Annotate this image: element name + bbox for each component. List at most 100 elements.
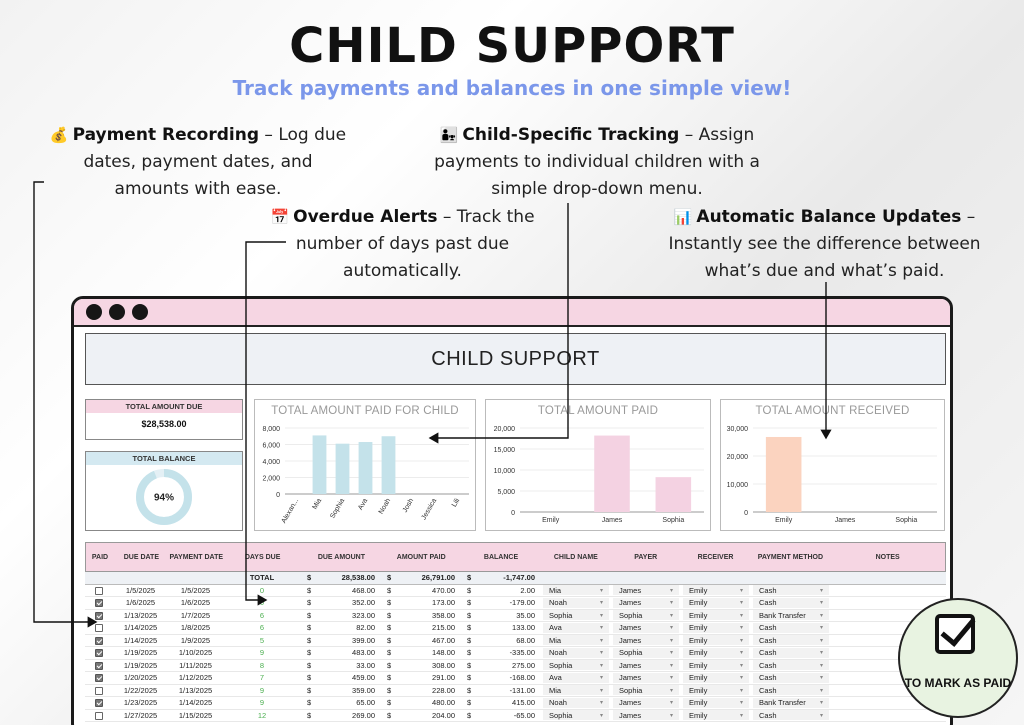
- child-name-dropdown[interactable]: Noah: [543, 697, 609, 708]
- payer-dropdown[interactable]: James: [613, 697, 679, 708]
- receiver-dropdown[interactable]: Emily: [683, 610, 749, 621]
- amount-paid-cell[interactable]: $308.00: [387, 660, 455, 670]
- payer-dropdown[interactable]: James: [613, 585, 679, 596]
- payment-date-cell[interactable]: 1/7/2025: [180, 610, 211, 620]
- paid-checkbox[interactable]: [95, 636, 103, 645]
- payer-dropdown[interactable]: Sophia: [613, 685, 679, 696]
- paid-checkbox[interactable]: [95, 711, 103, 720]
- payer-dropdown[interactable]: Sophia: [613, 610, 679, 621]
- window-dot-icon[interactable]: [132, 304, 148, 320]
- amount-paid-cell[interactable]: $215.00: [387, 623, 455, 633]
- child-name-dropdown[interactable]: Noah: [543, 597, 609, 608]
- due-date-cell[interactable]: 1/22/2025: [123, 685, 158, 695]
- paid-checkbox[interactable]: [95, 661, 103, 670]
- amount-paid-cell[interactable]: $470.00: [387, 585, 455, 595]
- receiver-dropdown[interactable]: Emily: [683, 660, 749, 671]
- child-name-dropdown[interactable]: Sophia: [543, 610, 609, 621]
- child-name-dropdown[interactable]: Sophia: [543, 710, 609, 721]
- col-header-payment-method[interactable]: PAYMENT METHOD: [757, 553, 824, 561]
- payment-method-dropdown[interactable]: Bank Transfer: [753, 610, 829, 621]
- amount-paid-cell[interactable]: $173.00: [387, 598, 455, 608]
- amount-paid-cell[interactable]: $204.00: [387, 710, 455, 720]
- payment-method-dropdown[interactable]: Cash: [753, 660, 829, 671]
- receiver-dropdown[interactable]: Emily: [683, 697, 749, 708]
- due-date-cell[interactable]: 1/27/2025: [123, 710, 158, 720]
- payer-dropdown[interactable]: James: [613, 597, 679, 608]
- payment-method-dropdown[interactable]: Cash: [753, 710, 829, 721]
- due-amount-cell[interactable]: $323.00: [307, 610, 375, 620]
- col-header-amount-paid[interactable]: AMOUNT PAID: [396, 553, 446, 561]
- receiver-dropdown[interactable]: Emily: [683, 635, 749, 646]
- amount-paid-cell[interactable]: $291.00: [387, 673, 455, 683]
- payment-date-cell[interactable]: 1/12/2025: [178, 673, 213, 683]
- due-date-cell[interactable]: 1/23/2025: [123, 698, 158, 708]
- amount-paid-cell[interactable]: $467.00: [387, 635, 455, 645]
- due-date-cell[interactable]: 1/19/2025: [123, 648, 158, 658]
- payment-method-dropdown[interactable]: Cash: [753, 647, 829, 658]
- payment-date-cell[interactable]: 1/14/2025: [178, 698, 213, 708]
- payer-dropdown[interactable]: James: [613, 635, 679, 646]
- paid-checkbox[interactable]: [95, 586, 103, 595]
- payer-dropdown[interactable]: James: [613, 672, 679, 683]
- col-header-payer[interactable]: PAYER: [634, 553, 658, 561]
- payer-dropdown[interactable]: Sophia: [613, 647, 679, 658]
- paid-checkbox[interactable]: [95, 611, 103, 620]
- child-name-dropdown[interactable]: Ava: [543, 672, 609, 683]
- child-name-dropdown[interactable]: Sophia: [543, 660, 609, 671]
- receiver-dropdown[interactable]: Emily: [683, 647, 749, 658]
- payment-method-dropdown[interactable]: Cash: [753, 672, 829, 683]
- col-header-payment-date[interactable]: PAYMENT DATE: [169, 553, 224, 561]
- payer-dropdown[interactable]: James: [613, 660, 679, 671]
- col-header-child-name[interactable]: CHILD NAME: [553, 553, 598, 561]
- col-header-receiver[interactable]: RECEIVER: [697, 553, 734, 561]
- col-header-days-due[interactable]: DAYS DUE: [244, 553, 281, 561]
- payment-date-cell[interactable]: 1/8/2025: [180, 623, 211, 633]
- receiver-dropdown[interactable]: Emily: [683, 685, 749, 696]
- amount-paid-cell[interactable]: $358.00: [387, 610, 455, 620]
- child-name-dropdown[interactable]: Mia: [543, 635, 609, 646]
- payer-dropdown[interactable]: James: [613, 710, 679, 721]
- paid-checkbox[interactable]: [95, 686, 103, 695]
- due-amount-cell[interactable]: $352.00: [307, 598, 375, 608]
- receiver-dropdown[interactable]: Emily: [683, 622, 749, 633]
- due-amount-cell[interactable]: $269.00: [307, 710, 375, 720]
- amount-paid-cell[interactable]: $148.00: [387, 648, 455, 658]
- col-header-notes[interactable]: NOTES: [875, 553, 900, 561]
- due-amount-cell[interactable]: $468.00: [307, 585, 375, 595]
- amount-paid-cell[interactable]: $480.00: [387, 698, 455, 708]
- child-name-dropdown[interactable]: Mia: [543, 585, 609, 596]
- col-header-due-date[interactable]: DUE DATE: [123, 553, 159, 561]
- payer-dropdown[interactable]: James: [613, 622, 679, 633]
- child-name-dropdown[interactable]: Ava: [543, 622, 609, 633]
- receiver-dropdown[interactable]: Emily: [683, 710, 749, 721]
- due-amount-cell[interactable]: $483.00: [307, 648, 375, 658]
- due-date-cell[interactable]: 1/20/2025: [123, 673, 158, 683]
- payment-method-dropdown[interactable]: Cash: [753, 585, 829, 596]
- paid-checkbox[interactable]: [95, 699, 103, 708]
- payment-date-cell[interactable]: 1/9/2025: [180, 635, 211, 645]
- window-dot-icon[interactable]: [86, 304, 102, 320]
- paid-checkbox[interactable]: [95, 649, 103, 658]
- receiver-dropdown[interactable]: Emily: [683, 672, 749, 683]
- child-name-dropdown[interactable]: Noah: [543, 647, 609, 658]
- due-amount-cell[interactable]: $33.00: [307, 660, 375, 670]
- payment-method-dropdown[interactable]: Cash: [753, 635, 829, 646]
- payment-method-dropdown[interactable]: Bank Transfer: [753, 697, 829, 708]
- due-date-cell[interactable]: 1/14/2025: [123, 623, 158, 633]
- payment-method-dropdown[interactable]: Cash: [753, 622, 829, 633]
- payment-date-cell[interactable]: 1/11/2025: [179, 660, 212, 670]
- due-date-cell[interactable]: 1/13/2025: [123, 610, 158, 620]
- col-header-paid[interactable]: PAID: [91, 553, 109, 561]
- amount-paid-cell[interactable]: $228.00: [387, 685, 455, 695]
- payment-date-cell[interactable]: 1/6/2025: [180, 598, 211, 608]
- due-amount-cell[interactable]: $65.00: [307, 698, 375, 708]
- payment-date-cell[interactable]: 1/15/2025: [178, 710, 213, 720]
- payment-method-dropdown[interactable]: Cash: [753, 597, 829, 608]
- due-amount-cell[interactable]: $359.00: [307, 685, 375, 695]
- receiver-dropdown[interactable]: Emily: [683, 597, 749, 608]
- due-date-cell[interactable]: 1/14/2025: [123, 635, 158, 645]
- paid-checkbox[interactable]: [95, 599, 103, 608]
- due-date-cell[interactable]: 1/6/2025: [125, 598, 156, 608]
- window-dot-icon[interactable]: [109, 304, 125, 320]
- due-date-cell[interactable]: 1/19/2025: [123, 660, 158, 670]
